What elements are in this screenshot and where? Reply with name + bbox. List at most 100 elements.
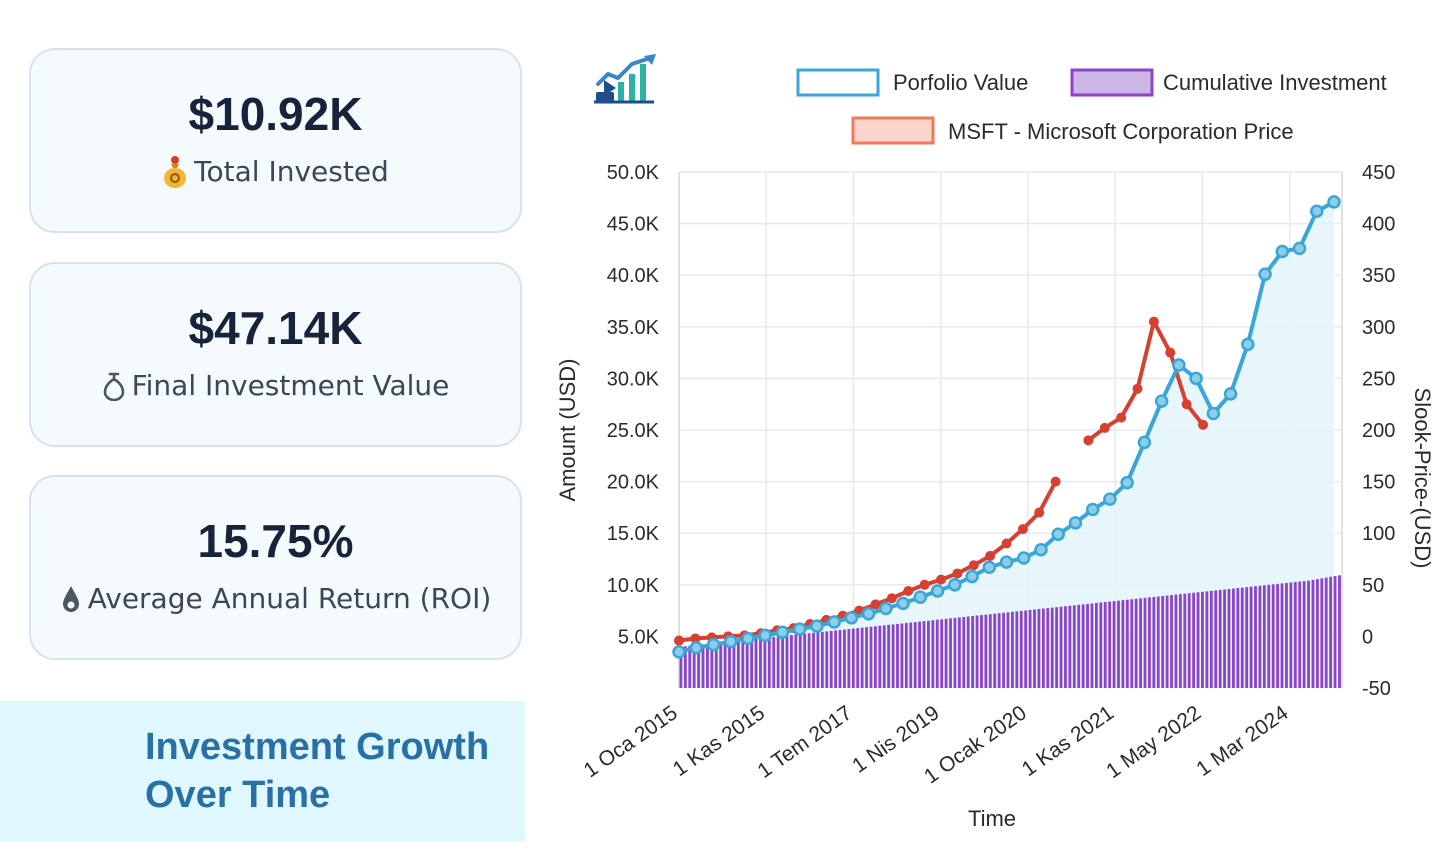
investment-bar — [1236, 588, 1240, 688]
investment-bar — [1094, 602, 1098, 688]
investment-bar — [785, 635, 789, 688]
investment-bar — [962, 616, 966, 688]
investment-bar — [767, 637, 771, 688]
investment-bar — [834, 630, 838, 688]
investment-bar — [1002, 612, 1005, 688]
final-value-label: Final Investment Value — [131, 369, 450, 402]
investment-bar — [1011, 611, 1014, 688]
investment-bar — [1050, 607, 1054, 688]
price-point — [919, 579, 930, 590]
drop-outline-icon — [102, 371, 126, 401]
portfolio-point — [1068, 516, 1083, 530]
y2-tick-label: 150 — [1362, 472, 1395, 494]
investment-bar — [829, 630, 833, 688]
investment-bar — [847, 629, 851, 688]
investment-bar — [1196, 592, 1200, 688]
investment-bar — [843, 629, 846, 688]
y2-tick-label: 200 — [1362, 420, 1395, 442]
investment-bar — [860, 627, 864, 688]
investment-bar — [882, 625, 886, 688]
x-tick-label: 1 Tem 2017 — [754, 701, 857, 783]
price-point — [968, 560, 979, 571]
investment-bar — [1059, 606, 1063, 688]
investment-bar — [1262, 585, 1266, 688]
price-point — [1099, 422, 1110, 433]
legend-portfolio-swatch — [796, 68, 880, 97]
portfolio-area — [679, 201, 1334, 689]
investment-bar — [1178, 594, 1182, 688]
investment-bar — [1046, 608, 1050, 688]
investment-bar — [988, 614, 992, 688]
legend-price-swatch — [851, 116, 935, 145]
money-bag-icon — [162, 155, 188, 189]
investment-bar — [940, 619, 944, 688]
investment-bar — [1293, 582, 1297, 688]
investment-bar — [980, 615, 983, 688]
investment-bar — [1130, 599, 1134, 688]
portfolio-point — [1154, 394, 1169, 408]
portfolio-point — [913, 590, 928, 604]
portfolio-point — [1120, 475, 1134, 490]
investment-bar — [1161, 595, 1165, 688]
portfolio-point — [1051, 527, 1065, 541]
investment-bar — [1019, 610, 1023, 688]
investment-bar — [887, 624, 891, 688]
investment-bar — [1192, 592, 1196, 688]
x-tick-label: 1 Mar 2024 — [1192, 701, 1292, 781]
y-axis-title: Amount (USD) — [555, 358, 580, 501]
y-tick-label: 30.0K — [607, 368, 660, 390]
price-point — [854, 605, 865, 616]
price-point — [1198, 419, 1208, 430]
y-tick-label: 15.0K — [607, 523, 660, 545]
portfolio-point — [1206, 406, 1221, 421]
roi-label-row: Average Annual Return (ROI) — [60, 582, 491, 615]
price-point — [903, 585, 914, 596]
total-invested-label: Total Invested — [194, 155, 389, 188]
investment-bar — [1152, 596, 1156, 688]
investment-bar — [812, 632, 815, 688]
y2-axis-title: Slook-Price-(USD) — [1410, 388, 1435, 569]
total-invested-card: $10.92K Total Invested — [29, 48, 522, 233]
investment-bar — [1143, 597, 1147, 688]
portfolio-point — [1172, 358, 1186, 372]
investment-bar — [997, 613, 1001, 688]
portfolio-point — [792, 622, 807, 636]
investment-bar — [1108, 601, 1112, 688]
portfolio-point — [1258, 267, 1272, 281]
portfolio-point — [827, 615, 841, 629]
portfolio-point — [723, 634, 738, 649]
investment-bar — [750, 639, 754, 688]
investment-bar — [741, 640, 745, 688]
investment-bar — [692, 645, 696, 688]
y2-tick-label: 300 — [1362, 317, 1395, 339]
investment-bar — [1245, 587, 1249, 688]
investment-bar — [1090, 603, 1094, 688]
investment-bar — [679, 646, 683, 688]
investment-bar — [745, 639, 749, 688]
investment-bar — [993, 613, 997, 688]
investment-bar — [1214, 590, 1218, 688]
investment-bar — [781, 636, 784, 688]
portfolio-point — [810, 619, 824, 633]
investment-bar — [1156, 596, 1160, 688]
investment-bar — [728, 641, 731, 688]
investment-bar — [803, 633, 807, 688]
portfolio-point — [861, 606, 876, 621]
investment-bar — [1254, 586, 1257, 688]
investment-bar — [1298, 581, 1302, 688]
roi-card: 15.75% Average Annual Return (ROI) — [29, 475, 522, 660]
portfolio-point — [1103, 492, 1117, 506]
investment-bar — [1249, 586, 1253, 688]
portfolio-point — [1034, 542, 1048, 557]
investment-bar — [1205, 591, 1209, 688]
price-point — [1116, 412, 1127, 423]
investment-bar — [1258, 585, 1262, 688]
investment-bar — [913, 622, 917, 688]
portfolio-point — [965, 569, 979, 584]
investment-bar — [1289, 582, 1293, 688]
investment-bar — [1139, 598, 1142, 688]
price-point — [1001, 538, 1012, 549]
price-point — [1083, 435, 1094, 446]
y-tick-label: 40.0K — [607, 265, 660, 287]
x-tick-label: 1 Kas 2015 — [669, 701, 769, 781]
